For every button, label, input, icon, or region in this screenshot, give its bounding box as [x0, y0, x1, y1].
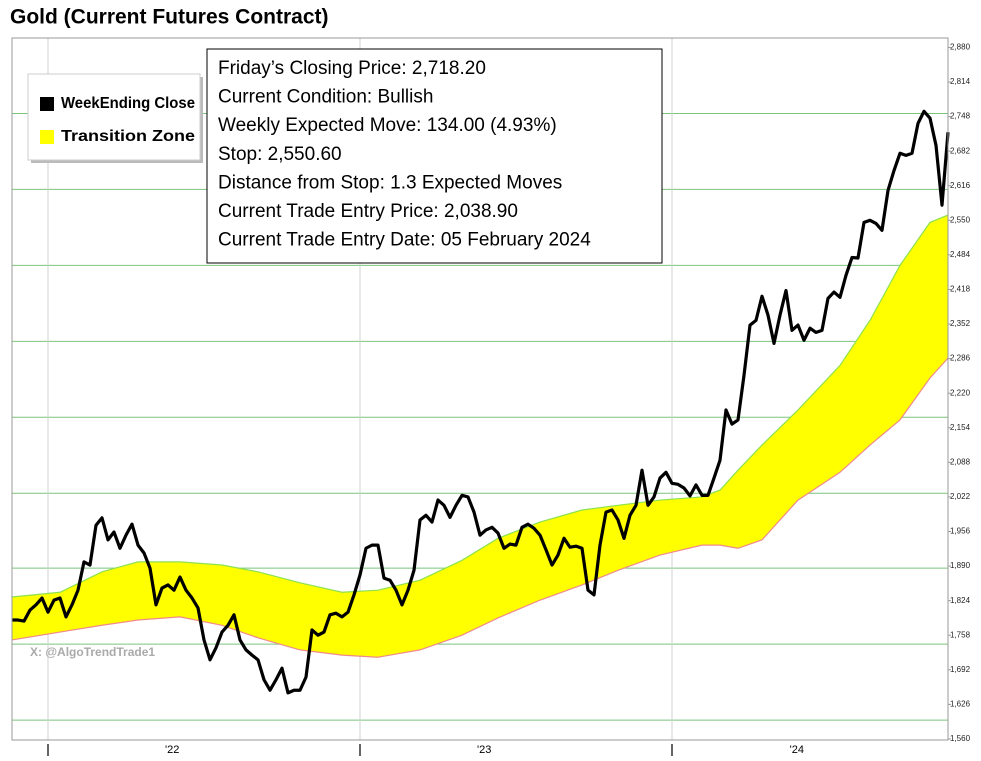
- y-tick-label: 2,154: [950, 423, 971, 432]
- info-line: Current Trade Entry Price: 2,038.90: [218, 201, 518, 222]
- y-tick-label: 1,890: [950, 561, 971, 570]
- y-tick-label: 2,682: [950, 146, 971, 155]
- plot-frame: [11, 37, 949, 741]
- legend-swatch: [40, 97, 54, 111]
- legend-box: [27, 73, 201, 161]
- x-tick-label: '24: [790, 744, 804, 756]
- transition-zone: [12, 215, 948, 658]
- watermark: X: @AlgoTrendTrade1: [30, 645, 155, 659]
- info-frame: [206, 48, 663, 264]
- chart-title: Gold (Current Futures Contract): [10, 6, 329, 29]
- zone-upper-edge: [11, 214, 949, 598]
- info-line: Friday’s Closing Price: 2,718.20: [218, 58, 486, 79]
- y-tick-label: 1,560: [950, 734, 971, 743]
- y-tick-label: 2,352: [950, 319, 971, 328]
- y-tick-label: 1,692: [950, 665, 971, 674]
- legend-label: Transition Zone: [61, 128, 195, 145]
- x-tick-label: '22: [165, 744, 179, 756]
- y-tick-label: 2,022: [950, 492, 971, 501]
- y-tick-label: 2,220: [950, 388, 971, 397]
- x-tick-label: '23: [477, 744, 491, 756]
- y-tick-label: 1,626: [950, 699, 971, 708]
- y-tick-label: 2,748: [950, 112, 971, 121]
- y-tick-label: 1,758: [950, 630, 971, 639]
- info-line: Current Trade Entry Date: 05 February 20…: [218, 230, 591, 251]
- legend-label: WeekEnding Close: [61, 95, 195, 112]
- legend-swatch: [40, 130, 54, 144]
- zone-lower-edge: [11, 357, 949, 658]
- y-tick-label: 2,088: [950, 457, 971, 466]
- info-line: Current Condition: Bullish: [218, 87, 433, 108]
- y-tick-label: 2,550: [950, 215, 971, 224]
- y-tick-label: 2,286: [950, 354, 971, 363]
- y-tick-label: 2,484: [950, 250, 971, 259]
- info-line: Stop: 2,550.60: [218, 144, 342, 165]
- y-tick-label: 2,814: [950, 77, 971, 86]
- info-line: Weekly Expected Move: 134.00 (4.93%): [218, 115, 557, 136]
- y-tick-label: 2,418: [950, 285, 971, 294]
- y-tick-label: 1,824: [950, 596, 971, 605]
- info-line: Distance from Stop: 1.3 Expected Moves: [218, 172, 562, 193]
- legend: WeekEnding Close Transition Zone: [27, 73, 203, 163]
- y-tick-label: 2,880: [950, 43, 971, 52]
- y-tick-label: 2,616: [950, 181, 971, 190]
- close-line: [12, 109, 950, 695]
- y-tick-label: 1,956: [950, 527, 971, 536]
- info-box: Friday’s Closing Price: 2,718.20 Current …: [206, 48, 663, 264]
